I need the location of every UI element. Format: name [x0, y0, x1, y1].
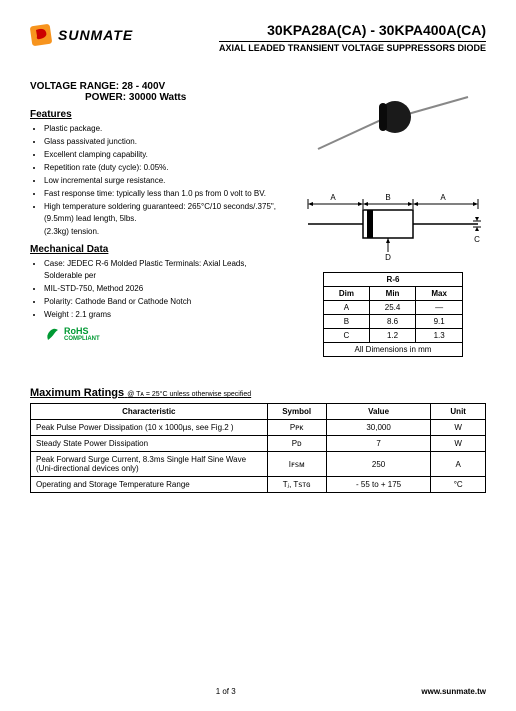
header: SUNMATE 30KPA28A(CA) - 30KPA400A(CA) AXI…: [30, 22, 486, 53]
list-item: MIL-STD-750, Method 2026: [44, 283, 280, 295]
dim-col: Min: [369, 287, 416, 301]
logo: SUNMATE: [30, 22, 133, 48]
list-item: Plastic package.: [44, 123, 280, 135]
part-number: 30KPA28A(CA) - 30KPA400A(CA): [219, 22, 486, 38]
mechanical-title: Mechanical Data: [30, 244, 280, 255]
power-value: 30000 Watts: [129, 92, 186, 103]
rohs-sub: COMPLIANT: [64, 336, 100, 342]
list-item: Case: JEDEC R-6 Molded Plastic Terminals…: [44, 258, 280, 282]
footer-url: www.sunmate.tw: [421, 687, 486, 696]
dimensions-table: R-6 Dim Min Max A25.4— B8.69.1 C1.21.3 A…: [323, 272, 463, 357]
page-number: 1 of 3: [216, 687, 236, 696]
list-item: Excellent clamping capability.: [44, 149, 280, 161]
features-list: Plastic package. Glass passivated juncti…: [30, 123, 280, 225]
rohs-icon: [44, 325, 62, 343]
subtitle: AXIAL LEADED TRANSIENT VOLTAGE SUPPRESSO…: [219, 41, 486, 53]
rohs-text: RoHS: [64, 327, 100, 336]
voltage-value: 28 - 400V: [122, 81, 165, 92]
power-label: POWER:: [85, 92, 126, 103]
svg-text:B: B: [385, 193, 390, 202]
brand-name: SUNMATE: [58, 27, 133, 43]
svg-text:A: A: [440, 193, 446, 202]
features-title: Features: [30, 109, 280, 120]
tension-note: (2.3kg) tension.: [30, 226, 280, 238]
svg-text:C: C: [474, 235, 480, 244]
ratings-table: Characteristic Symbol Value Unit Peak Pu…: [30, 403, 486, 493]
ratings-condition: @ Tᴀ = 25°C unless otherwise specified: [127, 391, 251, 398]
diode-photo: [313, 89, 473, 169]
list-item: Fast response time: typically less than …: [44, 188, 280, 200]
svg-text:D: D: [385, 253, 391, 262]
svg-text:A: A: [330, 193, 336, 202]
list-item: High temperature soldering guaranteed: 2…: [44, 201, 280, 225]
list-item: Repetition rate (duty cycle): 0.05%.: [44, 162, 280, 174]
dim-col: Dim: [324, 287, 370, 301]
voltage-label: VOLTAGE RANGE:: [30, 81, 119, 92]
list-item: Weight : 2.1 grams: [44, 309, 280, 321]
list-item: Low incremental surge resistance.: [44, 175, 280, 187]
footer: 1 of 3 www.sunmate.tw: [30, 687, 486, 696]
list-item: Glass passivated junction.: [44, 136, 280, 148]
ratings-title: Maximum Ratings @ Tᴀ = 25°C unless other…: [30, 387, 486, 399]
dim-header: R-6: [324, 273, 463, 287]
dim-footer: All Dimensions in mm: [324, 343, 463, 357]
sunmate-logo-icon: [30, 22, 54, 48]
mechanical-list: Case: JEDEC R-6 Molded Plastic Terminals…: [30, 258, 280, 321]
dimension-diagram: A B A C D: [303, 184, 483, 264]
rohs-badge: RoHS COMPLIANT: [44, 325, 280, 343]
dim-col: Max: [416, 287, 463, 301]
list-item: Polarity: Cathode Band or Cathode Notch: [44, 296, 280, 308]
